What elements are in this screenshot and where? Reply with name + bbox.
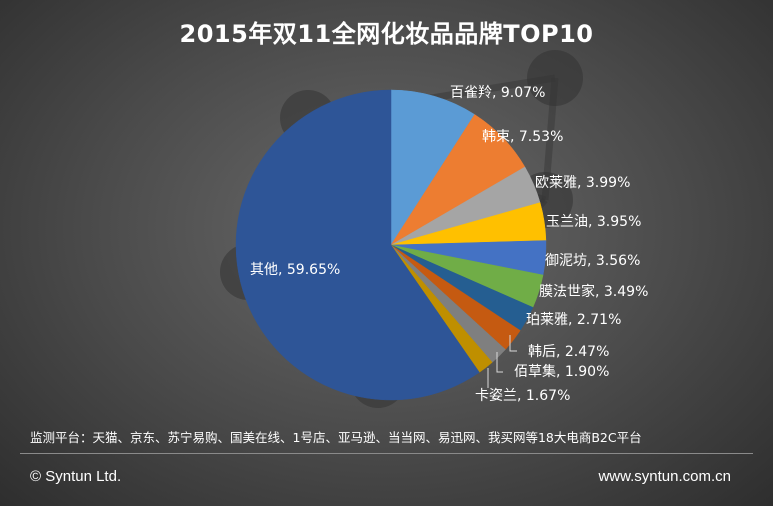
slice-label: 珀莱雅, 2.71% bbox=[526, 312, 621, 328]
slice-label: 卡姿兰, 1.67% bbox=[475, 388, 570, 404]
footer-divider bbox=[20, 453, 753, 454]
slice-label: 玉兰油, 3.95% bbox=[546, 214, 641, 230]
pie-slice bbox=[390, 89, 475, 246]
slice-label: 韩束, 7.53% bbox=[482, 129, 563, 145]
slice-label: 欧莱雅, 3.99% bbox=[535, 175, 630, 191]
slice-label: 御泥坊, 3.56% bbox=[545, 253, 640, 269]
copyright-text: © Syntun Ltd. bbox=[30, 468, 122, 485]
slice-label: 其他, 59.65% bbox=[250, 262, 340, 278]
pie-slice bbox=[235, 89, 480, 401]
chart-title: 2015年双11全网化妆品品牌TOP10 bbox=[179, 20, 594, 48]
pie-labels: 百雀羚, 9.07% 韩束, 7.53% 欧莱雅, 3.99% 玉兰油, 3.95% 御… bbox=[250, 85, 648, 404]
label-leader-line bbox=[509, 335, 517, 352]
slice-label: 韩后, 2.47% bbox=[528, 344, 609, 360]
slice-label: 膜法世家, 3.49% bbox=[539, 283, 648, 300]
monitoring-platforms-note: 监测平台：天猫、京东、苏宁易购、国美在线、1号店、亚马逊、当当网、易迅网、我买网… bbox=[30, 430, 642, 445]
slice-label: 佰草集, 1.90% bbox=[514, 363, 609, 380]
slice-label: 百雀羚, 9.07% bbox=[450, 85, 545, 101]
pie-slices bbox=[235, 89, 547, 401]
website-link[interactable]: www.syntun.com.cn bbox=[598, 468, 731, 485]
network-node bbox=[527, 50, 583, 106]
label-leader-line bbox=[496, 352, 503, 373]
